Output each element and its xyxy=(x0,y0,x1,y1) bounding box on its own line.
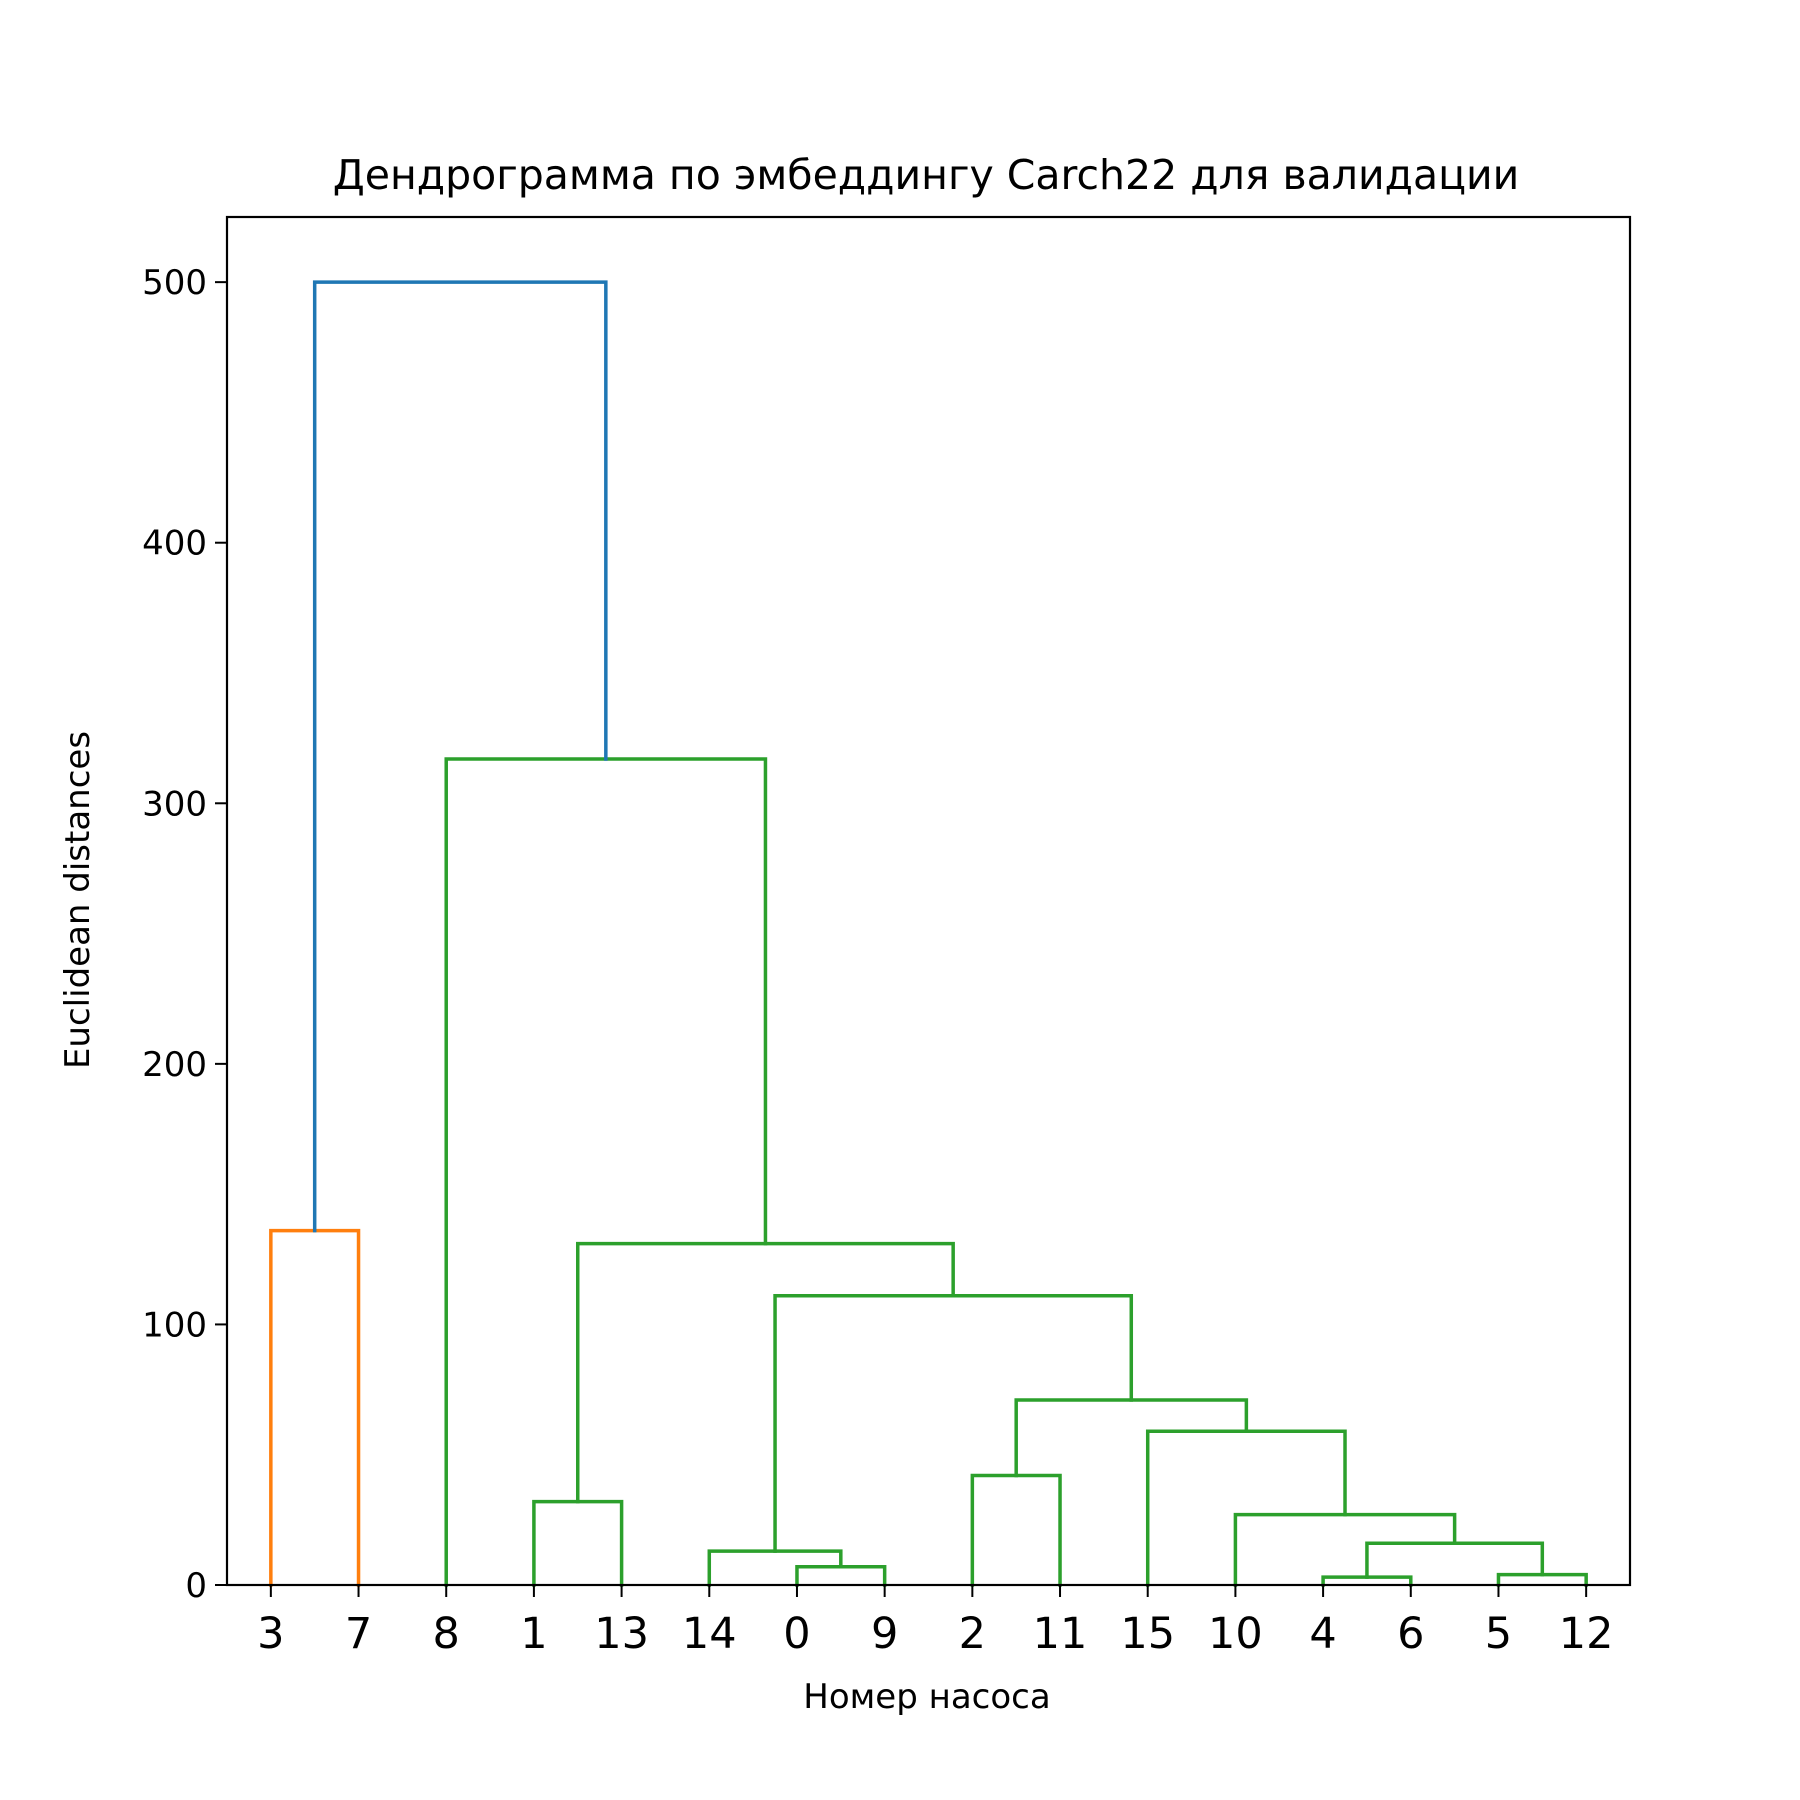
leaf-label: 14 xyxy=(682,1609,737,1659)
x-axis-ticks: 3 7 8 1 13 14 0 9 2 11 15 10 4 6 5 12 xyxy=(257,1585,1614,1659)
y-tick-label: 400 xyxy=(142,524,207,564)
dendrogram-link-4+6-5+12 xyxy=(1365,1541,1545,1579)
dendrogram-link-8-1+13+14+0+9+2+11+15+10+4+6+5+12 xyxy=(444,757,768,1587)
y-tick-label: 300 xyxy=(142,784,207,824)
y-tick-label: 500 xyxy=(142,263,207,303)
dendrogram-link-15-10+4+6+5+12 xyxy=(1145,1429,1347,1587)
y-tick-label: 0 xyxy=(185,1566,207,1606)
leaf-label: 7 xyxy=(345,1609,372,1659)
leaf-label: 6 xyxy=(1397,1609,1424,1659)
leaf-label: 13 xyxy=(594,1609,649,1659)
leaf-label: 2 xyxy=(959,1609,986,1659)
leaf-label: 0 xyxy=(783,1609,810,1659)
dendrogram-link-0-9 xyxy=(795,1565,887,1587)
leaf-label: 4 xyxy=(1309,1609,1336,1659)
dendrogram-link-1+13-14+0+9+2+11+15+10+4+6+5+12 xyxy=(576,1241,955,1504)
y-tick-label: 100 xyxy=(142,1305,207,1345)
y-axis-ticks: 0 100 200 300 400 500 xyxy=(142,263,227,1606)
y-axis-label: Euclidean distances xyxy=(58,731,98,1069)
leaf-label: 15 xyxy=(1120,1609,1175,1659)
leaf-label: 9 xyxy=(871,1609,898,1659)
dendrogram-link-2-11 xyxy=(970,1473,1062,1587)
y-tick-label: 200 xyxy=(142,1045,207,1085)
chart-title: Дендрограмма по эмбеддингу Carch22 для в… xyxy=(333,151,1520,199)
dendrogram-link-10-4+6+5+12 xyxy=(1233,1512,1457,1587)
leaf-label: 10 xyxy=(1208,1609,1263,1659)
dendrogram-links xyxy=(269,280,1588,1587)
dendrogram-link-1-13 xyxy=(532,1499,624,1587)
dendrogram-link-14+0+9-2+11+15+10+4+6+5+12 xyxy=(773,1294,1134,1553)
dendrogram-link-2+11-15+10+4+6+5+12 xyxy=(1014,1398,1249,1478)
x-axis-label: Номер насоса xyxy=(803,1677,1050,1717)
leaf-label: 8 xyxy=(433,1609,460,1659)
leaf-label: 12 xyxy=(1559,1609,1614,1659)
leaf-label: 3 xyxy=(257,1609,284,1659)
leaf-label: 1 xyxy=(520,1609,547,1659)
plot-frame xyxy=(225,215,1632,1587)
dendrogram-link-3-7 xyxy=(269,1228,361,1587)
leaf-label: 5 xyxy=(1485,1609,1512,1659)
dendrogram-link-3+7-8+1+13+14+0+9+2+11+15+10+4+6+5+12 xyxy=(312,280,608,1233)
leaf-label: 11 xyxy=(1033,1609,1088,1659)
